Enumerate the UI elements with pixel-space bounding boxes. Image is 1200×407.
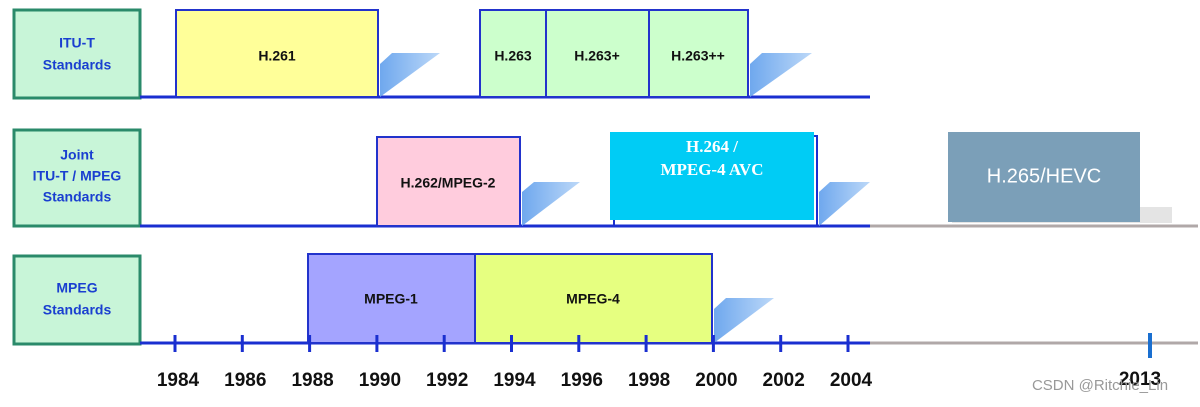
row-label: Standards	[43, 302, 112, 318]
row-label: MPEG	[56, 280, 97, 296]
year-label: 1996	[561, 370, 603, 391]
row-label: ITU-T	[59, 35, 95, 51]
standard-label: H.262/MPEG-2	[401, 175, 496, 191]
standard-block	[648, 9, 749, 98]
standard-label: H.263	[494, 48, 532, 64]
wedge	[819, 182, 870, 226]
row-box	[12, 128, 142, 228]
standard-label: H.265/HEVC	[987, 165, 1102, 187]
standard-label: H.263++	[671, 48, 725, 64]
standard-block	[948, 132, 1140, 222]
row-label: ITU-T / MPEG	[33, 168, 122, 184]
standard-block	[610, 132, 814, 220]
row-box	[12, 254, 142, 346]
standard-block	[307, 253, 476, 344]
row-label: Joint	[60, 147, 94, 163]
standard-label: MPEG-4	[566, 291, 620, 307]
year-label: 1990	[359, 370, 401, 391]
standard-label: H.263+	[574, 48, 620, 64]
watermark: CSDN @Ritchie_Lin	[1032, 377, 1168, 394]
wedge	[522, 182, 580, 226]
ticks: 1984 1986 1988 1990 1992 1994 1996 1998 2000 2002…	[157, 335, 873, 391]
year-label: 2004	[830, 370, 873, 391]
row-label: Standards	[43, 189, 112, 205]
standard-block	[175, 9, 379, 98]
wedge	[714, 298, 774, 343]
wedge	[380, 53, 440, 97]
year-label: 1984	[157, 370, 200, 391]
year-label: 2013	[1119, 369, 1161, 390]
year-label: 1992	[426, 370, 468, 391]
wedge	[750, 53, 812, 97]
row-label: Standards	[43, 57, 112, 73]
standard-label: H.261	[258, 48, 296, 64]
year-label: 1986	[224, 370, 266, 391]
standard-block	[479, 9, 547, 98]
year-label: 1998	[628, 370, 670, 391]
standard-label: MPEG-4 AVC	[660, 160, 763, 179]
row-box	[12, 8, 142, 100]
year-label: 2000	[695, 370, 737, 391]
standard-label: MPEG-1	[364, 291, 418, 307]
standard-block	[376, 136, 521, 227]
year-label: 1988	[291, 370, 333, 391]
year-label: 1994	[493, 370, 536, 391]
standard-block	[474, 253, 713, 344]
standard-label: H.264 /	[686, 137, 738, 156]
year-label: 2002	[763, 370, 805, 391]
